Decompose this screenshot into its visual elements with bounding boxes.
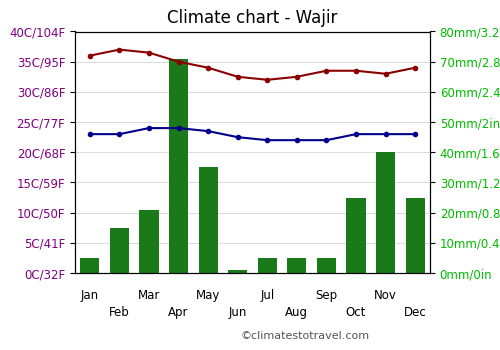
Title: Climate chart - Wajir: Climate chart - Wajir (168, 9, 338, 27)
Text: ©climatestotravel.com: ©climatestotravel.com (240, 331, 369, 341)
Bar (140, 210, 158, 273)
Text: Jan: Jan (80, 289, 99, 302)
Text: May: May (196, 289, 220, 302)
Text: Mar: Mar (138, 289, 160, 302)
Text: Oct: Oct (346, 306, 366, 319)
Bar (288, 258, 306, 273)
Bar (110, 228, 129, 273)
Text: Dec: Dec (404, 306, 426, 319)
Text: Jun: Jun (228, 306, 247, 319)
Bar (258, 258, 277, 273)
Bar (346, 197, 366, 273)
Bar (198, 167, 218, 273)
Bar (376, 152, 395, 273)
Text: Aug: Aug (286, 306, 308, 319)
Text: Nov: Nov (374, 289, 397, 302)
Bar (228, 270, 248, 273)
Text: Feb: Feb (109, 306, 130, 319)
Bar (169, 59, 188, 273)
Bar (317, 258, 336, 273)
Bar (80, 258, 100, 273)
Bar (406, 197, 425, 273)
Text: Sep: Sep (316, 289, 338, 302)
Text: Jul: Jul (260, 289, 274, 302)
Text: Apr: Apr (168, 306, 189, 319)
